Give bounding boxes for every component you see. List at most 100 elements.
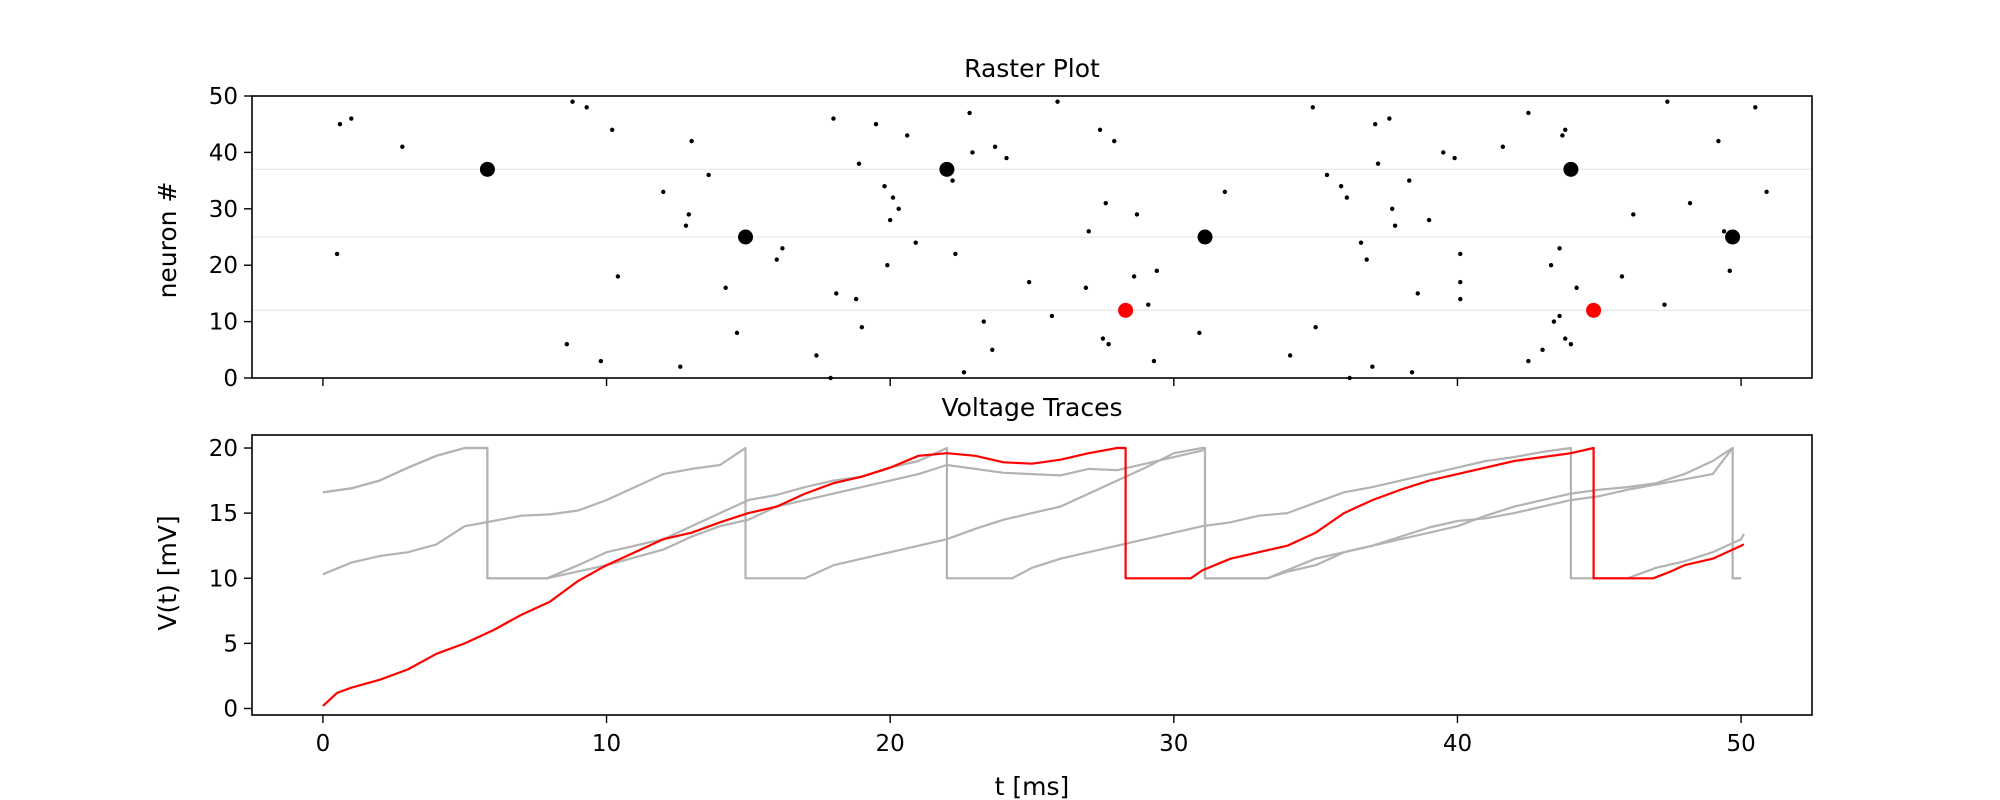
raster-spike — [896, 206, 901, 211]
raster-spike — [1557, 246, 1562, 251]
voltage-xtick-label: 10 — [592, 731, 621, 757]
raster-spike — [1049, 313, 1055, 319]
voltage-ytick-label: 5 — [223, 631, 238, 657]
voltage-trace-3 — [322, 446, 1745, 707]
raster-spike — [1407, 178, 1412, 183]
raster-spike — [1392, 223, 1398, 228]
raster-spike — [853, 296, 859, 302]
raster-axes-frame — [251, 95, 1813, 379]
raster-spike — [1313, 325, 1318, 330]
voltage-xtick-label: 0 — [316, 731, 331, 757]
raster-spike — [1409, 370, 1415, 375]
voltage-ytick-label: 20 — [209, 436, 238, 462]
raster-highlight-rows — [252, 168, 1812, 311]
raster-spike — [1055, 99, 1060, 104]
raster-spike — [1721, 229, 1727, 234]
raster-spike — [678, 364, 683, 369]
raster-spike — [1287, 353, 1293, 358]
voltage-axes-frame — [251, 434, 1813, 716]
raster-spike — [1458, 251, 1463, 257]
raster-spike — [1458, 296, 1463, 302]
voltage-x-ticks: 0 10 20 30 40 50 — [316, 715, 1756, 757]
raster-spike — [1375, 161, 1381, 166]
raster-spike — [1197, 330, 1202, 336]
raster-ytick-label: 40 — [209, 140, 238, 166]
raster-spike — [1106, 341, 1111, 347]
voltage-title: Voltage Traces — [941, 393, 1122, 422]
raster-ytick-label: 10 — [209, 310, 238, 336]
raster-spike — [1568, 341, 1574, 347]
raster-spike — [981, 319, 986, 324]
raster-spike — [1500, 144, 1506, 149]
raster-spike — [885, 263, 890, 268]
raster-spike — [1526, 358, 1531, 364]
raster-spike — [831, 116, 836, 121]
raster-spike — [349, 116, 354, 121]
raster-spike — [1716, 138, 1721, 144]
raster-spike — [1004, 155, 1009, 161]
raster-spike — [1563, 127, 1568, 133]
raster-spike-large — [1586, 302, 1602, 318]
raster-spike — [1727, 268, 1732, 274]
raster-spike — [734, 330, 740, 336]
raster-spike — [1131, 274, 1137, 279]
raster-spike — [1310, 105, 1316, 110]
raster-small-spikes — [334, 99, 1769, 381]
raster-spike — [1154, 268, 1160, 274]
raster-spike — [1563, 336, 1568, 341]
raster-spike — [1526, 110, 1531, 116]
raster-spike — [873, 122, 879, 127]
raster-spike — [1574, 285, 1579, 290]
raster-spike — [780, 246, 785, 251]
raster-ytick-label: 50 — [209, 84, 238, 110]
raster-spike — [661, 189, 666, 195]
raster-large-spikes — [479, 161, 1741, 318]
raster-panel: Raster Plot neuron # 0 10 20 30 40 50 — [153, 54, 1813, 392]
raster-spike — [615, 274, 621, 279]
raster-spike — [859, 325, 865, 330]
raster-spike — [1100, 336, 1106, 341]
raster-spike — [1338, 184, 1344, 189]
voltage-ytick-label: 0 — [223, 696, 238, 722]
raster-spike-large — [1118, 302, 1134, 318]
raster-spike — [1083, 285, 1089, 290]
raster-spike — [887, 217, 893, 223]
raster-spike — [570, 99, 575, 104]
raster-spike — [1441, 150, 1446, 155]
raster-ylabel: neuron # — [153, 182, 182, 299]
raster-spike — [1665, 99, 1670, 104]
raster-spike-large — [738, 229, 754, 245]
voltage-xtick-label: 30 — [1159, 731, 1188, 757]
raster-x-ticks — [322, 378, 1742, 386]
voltage-xlabel: t [ms] — [995, 772, 1070, 800]
raster-ytick-label: 30 — [209, 197, 238, 223]
voltage-lines — [322, 446, 1745, 707]
raster-spike — [1687, 200, 1693, 206]
raster-spike — [400, 144, 405, 149]
raster-spike — [706, 172, 711, 178]
raster-spike — [905, 133, 910, 138]
raster-spike — [950, 178, 955, 183]
voltage-y-ticks: 0 5 10 15 20 — [209, 436, 252, 722]
raster-spike — [689, 138, 694, 144]
raster-spike — [1415, 291, 1420, 296]
raster-spike — [1097, 127, 1103, 133]
raster-spike — [1364, 257, 1369, 262]
raster-spike — [882, 184, 887, 189]
raster-spike — [890, 195, 896, 200]
raster-spike — [990, 347, 995, 352]
voltage-xtick-label: 50 — [1726, 731, 1755, 757]
raster-spike — [1426, 217, 1432, 223]
raster-spike — [967, 110, 972, 116]
raster-spike — [1390, 206, 1395, 211]
raster-spike-large — [479, 161, 495, 177]
raster-spike-large — [1197, 229, 1213, 245]
raster-spike-large — [1563, 161, 1579, 177]
raster-spike — [1103, 200, 1108, 206]
raster-spike — [774, 257, 779, 262]
raster-spike — [1086, 229, 1091, 234]
raster-spike — [610, 127, 615, 133]
raster-spike — [1370, 364, 1375, 369]
raster-spike — [1112, 138, 1117, 144]
raster-spike — [337, 122, 343, 127]
